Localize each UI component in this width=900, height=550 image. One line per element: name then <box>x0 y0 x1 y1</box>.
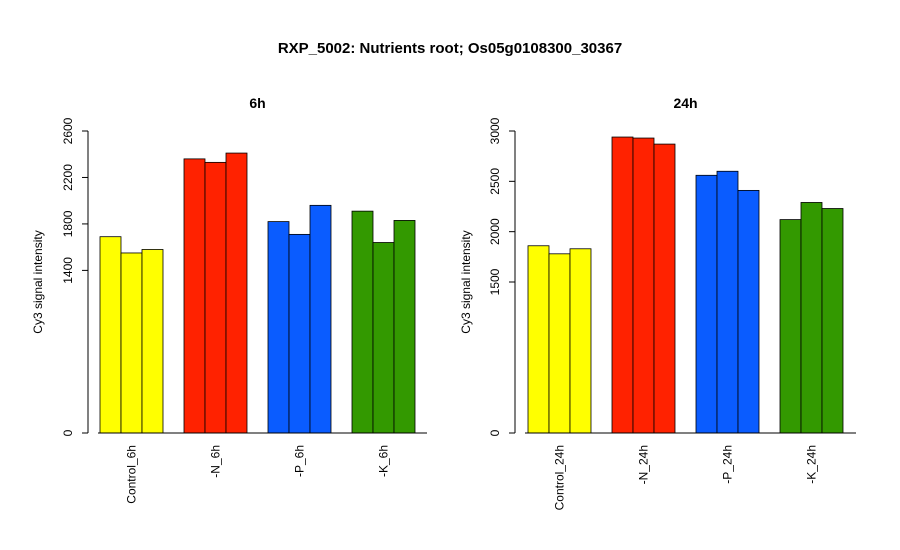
panel1-x-tick-label: -P_6h <box>293 445 307 477</box>
panel1-x-tick-label: -K_6h <box>377 445 391 477</box>
panel2-bar--K_24h-rep3 <box>821 208 844 434</box>
panel2-x-tick-label: -K_24h <box>805 445 819 484</box>
panel2-bar--P_24h-rep2 <box>716 170 739 434</box>
panel1-bar-Control_6h-rep2 <box>120 252 143 434</box>
panel2-bar--N_24h-rep2 <box>632 137 655 434</box>
panel1-bar--K_6h-rep1 <box>351 210 374 434</box>
panel1-y-axis-label: Cy3 signal intensity <box>31 230 45 333</box>
panel2-y-tick-label: 0 <box>488 429 502 436</box>
panel1-bar--P_6h-rep2 <box>288 233 311 434</box>
panel1-y-tick-label: 2600 <box>61 117 75 144</box>
panel2-title: 24h <box>673 95 697 111</box>
panel2-x-tick-label: -N_24h <box>637 445 651 484</box>
chart-main-title: RXP_5002: Nutrients root; Os05g0108300_3… <box>277 40 623 57</box>
panel2-bar-Control_24h-rep3 <box>569 248 592 434</box>
panel2-y-tick-label: 3000 <box>488 117 502 144</box>
panel1-bar--N_6h-rep3 <box>225 152 248 434</box>
panel1-bar--K_6h-rep2 <box>372 242 395 434</box>
panel2-y-tick-label: 1500 <box>488 268 502 295</box>
panel2-x-tick-label: Control_24h <box>553 445 567 510</box>
panel1-y-tick-label: 1800 <box>61 210 75 237</box>
panel2-bar--K_24h-rep2 <box>800 202 823 434</box>
panel1-y-tick-label: 1400 <box>61 257 75 284</box>
panel2-y-axis-label: Cy3 signal intensity <box>459 230 473 333</box>
panel2-bar--N_24h-rep3 <box>653 143 676 434</box>
panel1-bar--N_6h-rep2 <box>204 161 227 434</box>
panel1-x-tick-label: Control_6h <box>125 445 139 504</box>
panel1-bar-Control_6h-rep3 <box>141 249 164 434</box>
panel2-bar--K_24h-rep1 <box>779 219 802 434</box>
panel2-bar-Control_24h-rep1 <box>527 245 550 434</box>
panel2-bar--P_24h-rep3 <box>737 189 760 434</box>
panel2-bar--P_24h-rep1 <box>695 174 718 434</box>
panel1-y-tick-label: 0 <box>61 429 75 436</box>
panel1-bar--P_6h-rep1 <box>267 221 290 434</box>
panel1-x-tick-label: -N_6h <box>209 445 223 478</box>
panel1-title: 6h <box>249 95 265 111</box>
panel2-bar--N_24h-rep1 <box>611 136 634 434</box>
panel1-bar-Control_6h-rep1 <box>99 236 122 434</box>
panel1-y-tick-label: 2200 <box>61 164 75 191</box>
panel1-bar--K_6h-rep3 <box>393 220 416 434</box>
panel2-y-tick-label: 2000 <box>488 218 502 245</box>
panel2-x-tick-label: -P_24h <box>721 445 735 484</box>
panel2-y-tick-label: 2500 <box>488 168 502 195</box>
panel2-bar-Control_24h-rep2 <box>548 253 571 434</box>
panel1-bar--P_6h-rep3 <box>309 204 332 434</box>
panel1-bar--N_6h-rep1 <box>183 158 206 434</box>
